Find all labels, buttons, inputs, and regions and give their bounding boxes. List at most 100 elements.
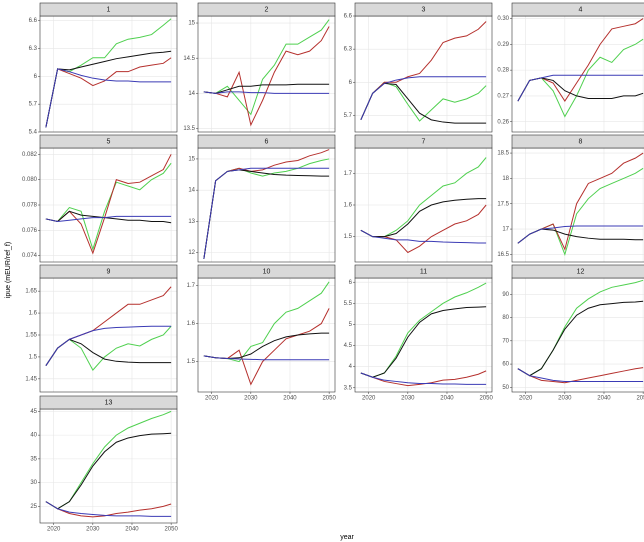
y-tick-label: 17 xyxy=(502,227,509,233)
y-tick-label: 5 xyxy=(349,322,353,328)
series-line xyxy=(360,372,487,385)
y-tick-label: 0.26 xyxy=(497,119,509,125)
y-tick-label: 6.6 xyxy=(29,18,38,24)
panel-background xyxy=(512,16,644,132)
y-tick-label: 14 xyxy=(188,91,195,97)
strip-label: 7 xyxy=(422,138,426,145)
series-line xyxy=(45,325,172,366)
panel-background xyxy=(40,16,177,132)
y-tick-label: 4 xyxy=(349,364,353,370)
series-line xyxy=(360,21,487,121)
y-tick-label: 5.5 xyxy=(344,301,353,307)
strip xyxy=(354,264,493,279)
y-tick-label: 1.55 xyxy=(25,333,37,339)
x-tick-label: 2020 xyxy=(362,396,376,402)
strip-label: 13 xyxy=(105,399,113,406)
panel-background xyxy=(512,148,644,262)
y-tick-label: 30 xyxy=(30,480,37,486)
strip xyxy=(39,2,178,17)
series-line xyxy=(45,215,172,222)
strip xyxy=(197,134,336,149)
series-line xyxy=(517,368,644,383)
y-tick-label: 45 xyxy=(30,409,37,415)
strip xyxy=(39,264,178,279)
series-line xyxy=(203,26,330,127)
series-line xyxy=(45,162,172,252)
strip xyxy=(511,134,644,149)
x-tick-label: 2030 xyxy=(558,396,572,402)
y-tick-label: 5.7 xyxy=(29,102,38,108)
y-tick-label: 5.7 xyxy=(344,113,353,119)
y-tick-label: 5.4 xyxy=(29,130,38,136)
y-tick-label: 90 xyxy=(502,292,509,298)
x-tick-label: 2020 xyxy=(205,396,219,402)
y-tick-label: 6 xyxy=(349,280,353,286)
y-tick-label: 1.7 xyxy=(187,283,196,289)
series-line xyxy=(517,300,644,377)
y-tick-label: 4.5 xyxy=(344,343,353,349)
series-line xyxy=(360,198,487,238)
y-tick-label: 6 xyxy=(349,80,353,86)
series-line xyxy=(45,57,172,128)
y-tick-label: 1.6 xyxy=(187,321,196,327)
strip-label: 4 xyxy=(579,6,583,13)
y-tick-label: 80 xyxy=(502,315,509,321)
y-tick-label: 0.27 xyxy=(497,93,509,99)
x-tick-label: 2040 xyxy=(440,396,454,402)
series-line xyxy=(203,167,330,259)
y-tick-label: 1.7 xyxy=(344,171,353,177)
y-tick-label: 70 xyxy=(502,338,509,344)
y-tick-label: 1.5 xyxy=(29,355,38,361)
strip xyxy=(354,134,493,149)
panel-background xyxy=(355,16,492,132)
x-tick-label: 2050 xyxy=(164,527,178,533)
series-line xyxy=(203,91,330,94)
y-tick-label: 0.074 xyxy=(22,253,38,259)
series-line xyxy=(517,74,644,102)
y-tick-label: 18.5 xyxy=(497,151,509,157)
strip xyxy=(197,2,336,17)
panel-background xyxy=(198,278,335,392)
strip-label: 8 xyxy=(579,138,583,145)
y-tick-label: 16.5 xyxy=(497,252,509,258)
y-tick-label: 40 xyxy=(30,433,37,439)
strip-label: 11 xyxy=(420,268,427,275)
x-axis-label: year xyxy=(340,534,354,541)
panel-background xyxy=(198,148,335,262)
strip-label: 6 xyxy=(265,138,269,145)
y-tick-label: 0.082 xyxy=(22,152,38,158)
series-line xyxy=(45,501,172,517)
y-tick-label: 0.076 xyxy=(22,228,38,234)
x-tick-label: 2050 xyxy=(322,396,336,402)
x-tick-label: 2040 xyxy=(597,396,611,402)
y-tick-label: 14.5 xyxy=(183,56,195,62)
y-tick-label: 1.6 xyxy=(29,311,38,317)
x-tick-label: 2030 xyxy=(86,527,100,533)
y-tick-label: 17.5 xyxy=(497,201,509,207)
strip xyxy=(197,264,336,279)
series-line xyxy=(45,432,172,510)
y-tick-label: 60 xyxy=(502,362,509,368)
y-tick-label: 50 xyxy=(502,385,509,391)
y-tick-label: 14 xyxy=(188,188,195,194)
x-tick-label: 2030 xyxy=(401,396,415,402)
strip xyxy=(511,2,644,17)
y-tick-label: 13.5 xyxy=(183,126,195,132)
x-tick-label: 2020 xyxy=(47,527,61,533)
series-line xyxy=(203,83,330,94)
series-line xyxy=(45,50,172,128)
strip-label: 9 xyxy=(107,268,111,275)
x-tick-label: 2050 xyxy=(636,396,644,402)
y-tick-label: 1.65 xyxy=(25,289,37,295)
strip-label: 3 xyxy=(422,6,426,13)
strip-label: 1 xyxy=(107,6,111,13)
series-line xyxy=(45,210,172,224)
strip xyxy=(39,134,178,149)
y-tick-label: 15 xyxy=(188,157,195,163)
y-tick-label: 0.078 xyxy=(22,203,38,209)
series-line xyxy=(360,229,487,244)
y-axis-label: ipue (mEUR/ref_f) xyxy=(5,242,12,298)
series-line xyxy=(45,68,172,128)
y-tick-label: 6.3 xyxy=(344,47,353,53)
